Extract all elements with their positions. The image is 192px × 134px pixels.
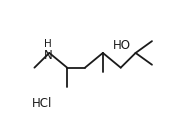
Text: HO: HO [113, 39, 131, 52]
Text: N: N [44, 49, 52, 62]
Text: H: H [44, 39, 52, 49]
Text: HCl: HCl [32, 96, 53, 110]
